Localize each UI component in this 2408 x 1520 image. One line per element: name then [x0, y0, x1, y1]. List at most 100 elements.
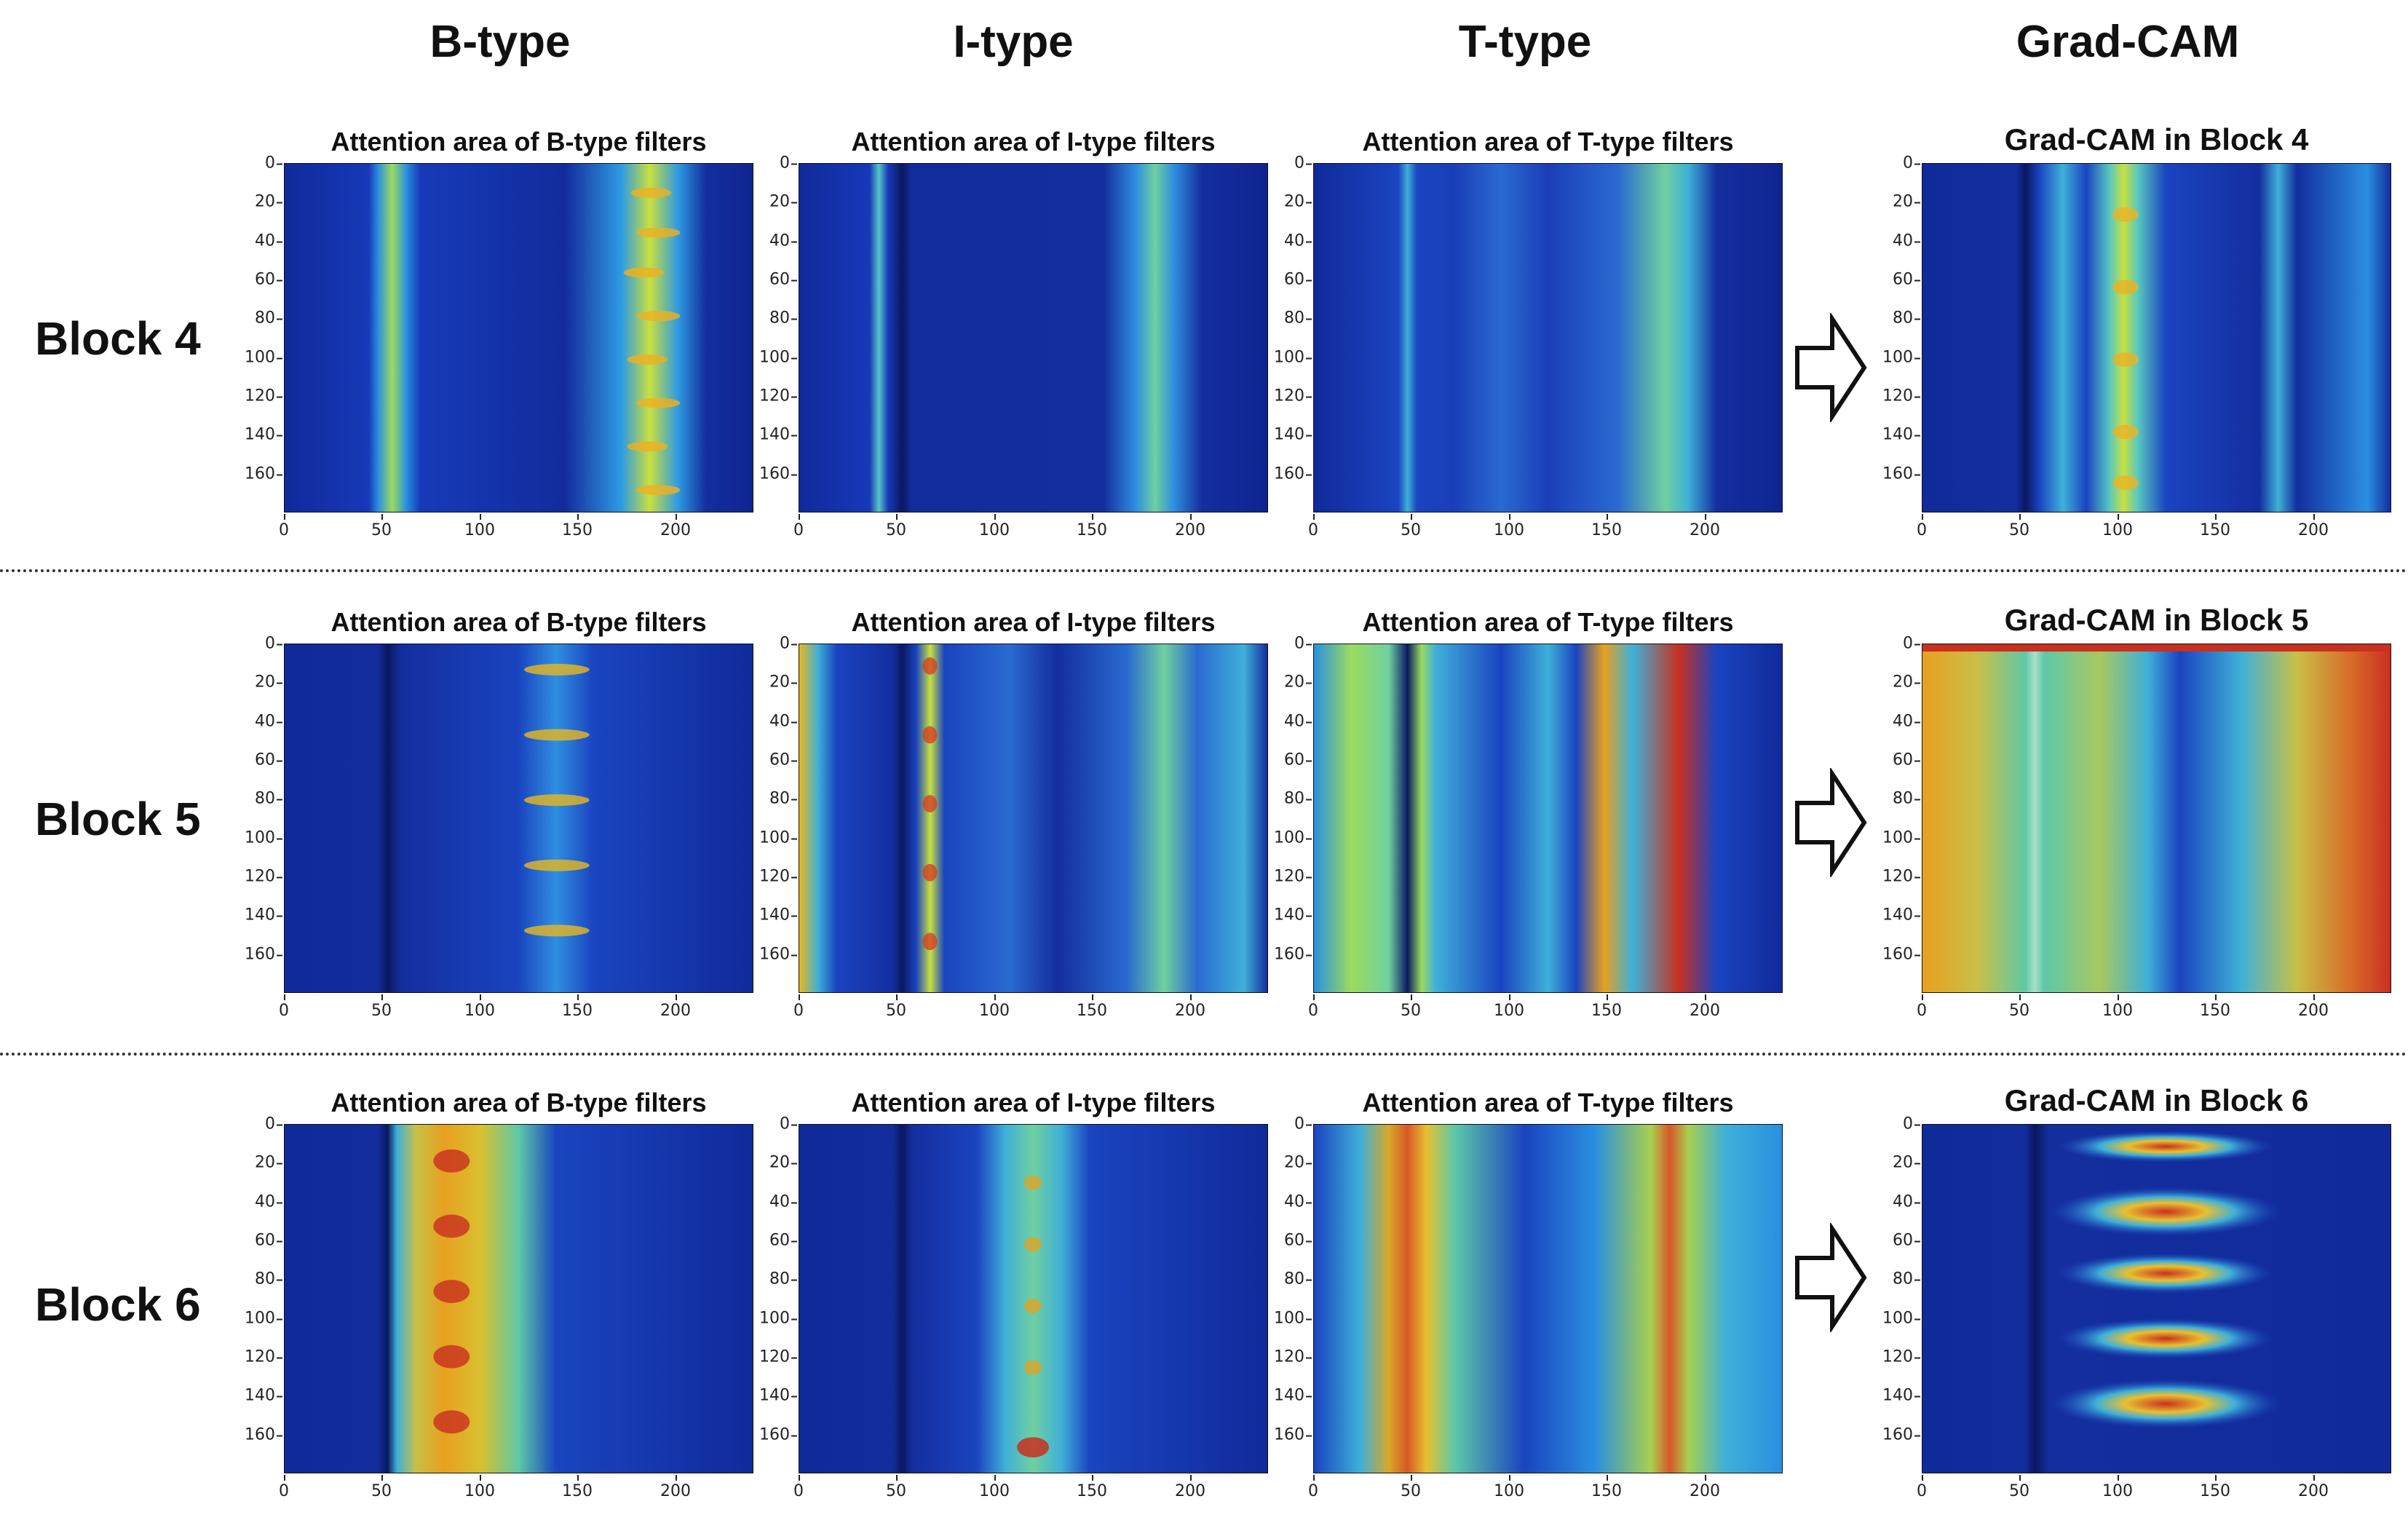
- heatmap-panel-block4-b-type: Attention area of B-type filters: [245, 127, 753, 539]
- y-tick: 0: [1294, 1115, 1312, 1133]
- x-tick: 200: [1175, 1475, 1205, 1500]
- heatmap-image: [799, 644, 1268, 993]
- right-arrow-icon: [1795, 1223, 1867, 1332]
- heatmap-image: [1922, 644, 2391, 993]
- heatmap-panel-block6-t-type: Attention area of T-type filters 0 20 40: [1274, 1088, 1783, 1500]
- y-tick: 40: [255, 1192, 282, 1211]
- heatmap-image: [1922, 163, 2391, 512]
- y-tick: 120: [1274, 1347, 1312, 1366]
- y-tick: 160: [1882, 945, 1920, 964]
- y-tick: 40: [769, 1192, 797, 1211]
- y-tick: 0: [780, 634, 797, 653]
- x-tick: 200: [1175, 994, 1205, 1020]
- y-tick: 40: [1893, 1192, 1920, 1211]
- x-tick: 100: [464, 994, 495, 1020]
- y-tick: 140: [759, 1386, 797, 1405]
- x-tick: 0: [1917, 994, 1927, 1020]
- y-tick: 20: [255, 1153, 282, 1172]
- heatmap-panel-block5-gradcam: Grad-CAM in Block 5 0 20 40 60 80 100: [1882, 603, 2391, 1020]
- x-tick: 50: [1401, 994, 1421, 1020]
- y-tick: 100: [1882, 828, 1920, 847]
- y-tick: 20: [1284, 1153, 1312, 1172]
- y-tick: 160: [245, 464, 282, 483]
- y-tick: 40: [1893, 231, 1920, 250]
- x-tick: 0: [279, 1475, 289, 1500]
- y-tick: 160: [245, 1425, 282, 1444]
- x-tick: 100: [2102, 514, 2133, 539]
- y-tick: 120: [245, 867, 282, 886]
- heatmap-image: [1313, 163, 1783, 512]
- y-tick: 100: [245, 828, 282, 847]
- x-tick: 50: [371, 514, 392, 539]
- heatmap-panel-block4-gradcam: Grad-CAM in Block 4: [1882, 122, 2391, 539]
- y-tick: 120: [759, 867, 797, 886]
- y-tick: 120: [1882, 387, 1920, 405]
- y-tick: 60: [1893, 270, 1920, 289]
- x-tick: 200: [1175, 514, 1205, 539]
- y-tick: 20: [1284, 192, 1312, 211]
- x-tick: 200: [1690, 1475, 1720, 1500]
- y-tick: 80: [1893, 789, 1920, 808]
- y-tick: 40: [1893, 712, 1920, 731]
- y-tick: 160: [1274, 945, 1312, 964]
- x-tick: 150: [562, 1475, 593, 1500]
- heatmap-panel-block6-gradcam: Grad-CAM in Block 6 0 20 40 60 80: [1882, 1083, 2391, 1500]
- y-tick: 60: [1893, 751, 1920, 769]
- x-tick: 100: [979, 1475, 1010, 1500]
- x-tick: 150: [2200, 994, 2230, 1020]
- y-tick: 0: [780, 154, 797, 173]
- x-tick: 100: [1494, 1475, 1524, 1500]
- y-tick: 160: [759, 945, 797, 964]
- y-tick: 140: [1274, 425, 1312, 444]
- x-tick: 50: [2009, 514, 2029, 539]
- y-tick: 80: [255, 309, 282, 328]
- heatmap-image: [1922, 1124, 2391, 1473]
- panel-title: Attention area of T-type filters: [1362, 607, 1734, 637]
- x-tick: 50: [371, 994, 392, 1020]
- heatmap-image: [799, 1124, 1268, 1473]
- y-tick: 120: [1274, 867, 1312, 886]
- x-tick: 150: [562, 994, 593, 1020]
- heatmap-image: [284, 163, 753, 512]
- panel-title: Grad-CAM in Block 4: [2004, 122, 2309, 157]
- heatmap-panel-block4-i-type: Attention area of I-type filters 0 20 40…: [759, 127, 1268, 539]
- column-header-gradcam: Grad-CAM: [2016, 17, 2240, 67]
- x-tick: 150: [1077, 514, 1107, 539]
- x-tick: 0: [1308, 1475, 1318, 1500]
- y-tick: 60: [769, 1231, 797, 1250]
- x-tick: 0: [279, 994, 289, 1020]
- x-tick: 200: [2298, 1475, 2329, 1500]
- x-tick: 200: [2298, 994, 2329, 1020]
- y-tick: 60: [1893, 1231, 1920, 1250]
- x-tick: 50: [1401, 514, 1421, 539]
- y-tick: 20: [255, 192, 282, 211]
- x-tick: 150: [562, 514, 593, 539]
- y-tick: 80: [769, 1270, 797, 1289]
- y-tick: 20: [255, 673, 282, 692]
- y-tick: 160: [759, 1425, 797, 1444]
- heatmap-image: [284, 644, 753, 993]
- right-arrow-icon: [1795, 313, 1867, 422]
- x-tick: 50: [371, 1475, 392, 1500]
- row-label-block-5: Block 5: [35, 793, 201, 845]
- y-tick: 100: [1274, 1309, 1312, 1328]
- y-tick: 40: [769, 712, 797, 731]
- y-tick: 100: [759, 828, 797, 847]
- heatmap-panel-block6-b-type: Attention area of B-type filters: [245, 1088, 753, 1500]
- y-tick: 20: [1893, 192, 1920, 211]
- x-tick: 150: [1591, 1475, 1622, 1500]
- y-tick: 120: [245, 1347, 282, 1366]
- x-tick: 0: [1308, 514, 1318, 539]
- x-tick: 200: [2298, 514, 2329, 539]
- x-tick: 50: [886, 514, 906, 539]
- x-tick: 150: [1077, 994, 1107, 1020]
- x-tick: 0: [793, 514, 804, 539]
- y-tick: 140: [1882, 425, 1920, 444]
- row-label-block-6: Block 6: [35, 1278, 201, 1331]
- panel-title: Attention area of T-type filters: [1362, 1088, 1734, 1117]
- x-tick: 200: [660, 1475, 691, 1500]
- y-tick: 100: [245, 1309, 282, 1328]
- x-tick: 200: [660, 994, 691, 1020]
- y-tick: 80: [255, 1270, 282, 1289]
- y-tick: 140: [1274, 906, 1312, 925]
